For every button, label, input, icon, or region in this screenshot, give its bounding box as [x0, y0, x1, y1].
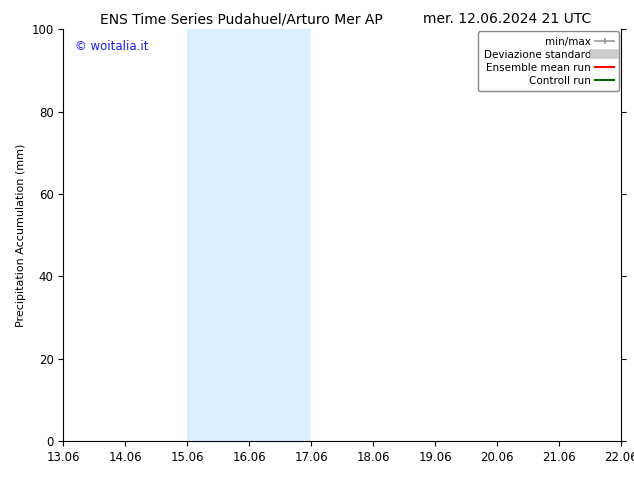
Bar: [188, 29, 311, 441]
Text: ENS Time Series Pudahuel/Arturo Mer AP: ENS Time Series Pudahuel/Arturo Mer AP: [100, 12, 382, 26]
Text: © woitalia.it: © woitalia.it: [75, 40, 148, 53]
Legend: min/max, Deviazione standard, Ensemble mean run, Controll run: min/max, Deviazione standard, Ensemble m…: [479, 31, 619, 91]
Y-axis label: Precipitation Accumulation (mm): Precipitation Accumulation (mm): [16, 144, 26, 327]
Bar: [621, 29, 634, 441]
Text: mer. 12.06.2024 21 UTC: mer. 12.06.2024 21 UTC: [423, 12, 592, 26]
